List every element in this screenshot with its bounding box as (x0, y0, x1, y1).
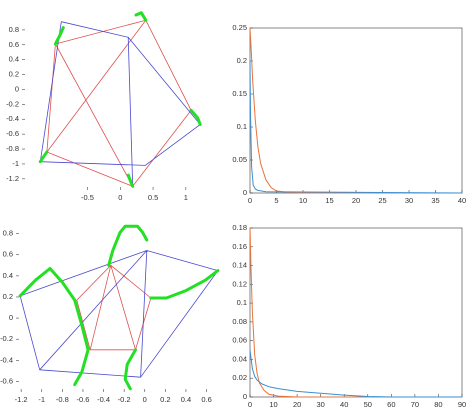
y-tick-label: 0.04 (232, 354, 247, 363)
data-line (76, 264, 152, 351)
y-tick-label: 0.6 (9, 40, 19, 49)
y-tick-label: -1 (12, 159, 19, 168)
data-line (18, 224, 220, 391)
y-tick-label: 0 (15, 84, 19, 93)
data-line (46, 19, 192, 187)
x-tick-label: 50 (364, 400, 372, 409)
data-line (39, 21, 201, 187)
x-tick-label: -0.4 (97, 395, 110, 404)
y-tick-label: 0.2 (3, 292, 13, 301)
x-tick-label: 0.5 (148, 193, 158, 202)
y-tick-label: -0.2 (6, 99, 19, 108)
x-tick-label: 30 (405, 196, 413, 205)
x-tick-label: 10 (269, 400, 277, 409)
y-tick-label: 0.18 (232, 223, 247, 232)
x-tick-label: 0 (118, 193, 122, 202)
x-tick-label: 30 (316, 400, 324, 409)
y-tick-label: -0.6 (6, 129, 19, 138)
axes-frame (249, 27, 463, 194)
x-tick-label: 0 (143, 395, 147, 404)
x-tick-label: -1.2 (15, 395, 28, 404)
x-tick-label: -0.6 (76, 395, 89, 404)
y-tick-label: 0.6 (3, 250, 13, 259)
y-tick-label: 0.16 (232, 242, 247, 251)
x-tick-label: -0.5 (81, 193, 94, 202)
x-tick-label: 0 (248, 400, 252, 409)
y-tick-label: 0 (243, 392, 247, 401)
y-tick-label: 0.1 (237, 122, 247, 131)
x-tick-label: -1 (38, 395, 45, 404)
y-tick-label: 0.2 (9, 70, 19, 79)
data-line (38, 11, 202, 188)
x-tick-label: 90 (458, 400, 466, 409)
y-tick-label: -0.6 (0, 376, 13, 385)
x-tick-label: 25 (378, 196, 386, 205)
y-tick-label: 0.06 (232, 336, 247, 345)
axes-frame (249, 227, 463, 398)
y-tick-label: -0.4 (0, 355, 13, 364)
x-tick-label: 20 (352, 196, 360, 205)
x-tick-label: 1 (184, 193, 188, 202)
x-tick-label: 0.2 (160, 395, 170, 404)
data-line (249, 227, 463, 398)
data-line (19, 250, 219, 378)
y-tick-label: -1.2 (6, 174, 19, 183)
x-tick-label: 60 (387, 400, 395, 409)
y-tick-label: 0 (243, 188, 247, 197)
y-tick-label: -0.8 (6, 144, 19, 153)
y-tick-label: 0.14 (232, 261, 247, 270)
data-line (249, 27, 463, 194)
x-tick-label: 10 (299, 196, 307, 205)
x-tick-label: 80 (434, 400, 442, 409)
x-tick-label: 0.4 (181, 395, 191, 404)
y-tick-label: 0.2 (237, 56, 247, 65)
y-tick-label: 0.05 (232, 155, 247, 164)
y-tick-label: 0.4 (9, 55, 19, 64)
x-tick-label: 70 (411, 400, 419, 409)
x-tick-label: 5 (274, 196, 278, 205)
y-tick-label: 0 (9, 313, 13, 322)
x-tick-label: 0.6 (201, 395, 211, 404)
x-tick-label: -0.8 (56, 395, 69, 404)
y-tick-label: 0.1 (237, 298, 247, 307)
x-tick-label: 35 (431, 196, 439, 205)
y-tick-label: 0.12 (232, 279, 247, 288)
y-tick-label: 0.15 (232, 89, 247, 98)
y-tick-label: -0.2 (0, 334, 13, 343)
data-line (249, 60, 463, 194)
x-tick-label: 20 (293, 400, 301, 409)
y-tick-label: 0.02 (232, 373, 247, 382)
y-tick-label: -0.4 (6, 114, 19, 123)
x-tick-label: 40 (458, 196, 466, 205)
data-line (249, 349, 463, 398)
y-tick-label: 0.25 (232, 23, 247, 32)
y-tick-label: 0.8 (3, 229, 13, 238)
x-tick-label: -0.2 (118, 395, 131, 404)
y-tick-label: 0.8 (9, 25, 19, 34)
x-tick-label: 15 (325, 196, 333, 205)
x-tick-label: 40 (340, 400, 348, 409)
x-tick-label: 0 (248, 196, 252, 205)
y-tick-label: 0.4 (3, 271, 13, 280)
y-tick-label: 0.08 (232, 317, 247, 326)
